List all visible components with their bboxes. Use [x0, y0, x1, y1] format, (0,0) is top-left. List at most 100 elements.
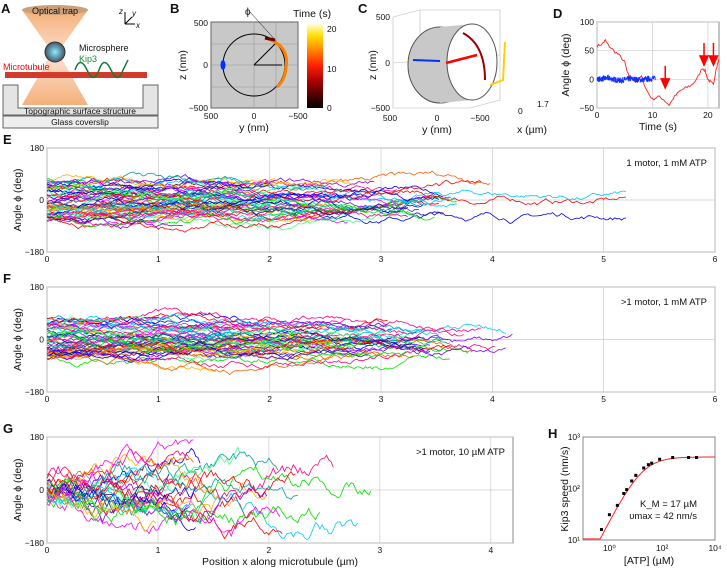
trace [46, 453, 194, 488]
series-red [596, 38, 720, 107]
x-tick-label: 3 [379, 394, 384, 404]
trace [46, 318, 346, 341]
vmax-annotation: υmax = 42 nm/s [629, 511, 697, 522]
trace [46, 484, 359, 540]
x-tick-label: 5 [601, 394, 606, 404]
trace [46, 478, 203, 525]
trap-label: Optical trap [32, 6, 78, 16]
trace [46, 322, 344, 354]
trace [46, 336, 453, 359]
trace [46, 202, 250, 222]
x-tick-label: 4 [488, 545, 493, 555]
trace [46, 439, 194, 507]
data-point [630, 479, 634, 483]
data-point [695, 455, 699, 459]
data-point [687, 455, 691, 459]
trace [46, 184, 435, 221]
y-tick-label: −180 [25, 538, 44, 548]
panel-a-schematic: A Optical trap Microsphere Kip3 Microtub… [1, 1, 159, 129]
trace [46, 490, 156, 532]
phi-label: ϕ [245, 7, 251, 18]
data-point [650, 461, 654, 465]
trace [46, 315, 408, 339]
cbar-tick: 0 [327, 103, 332, 113]
trace [46, 484, 219, 518]
ztick: −500 [371, 103, 390, 113]
surface-label: Topographic surface structure [24, 106, 136, 116]
x-tick-label: 2 [267, 394, 272, 404]
blue-trace-b [220, 60, 226, 70]
x-tick-label: 10⁴ [708, 543, 721, 553]
y-tick-label: −180 [25, 247, 44, 257]
data-point [615, 503, 619, 507]
condition-annotation: >1 motor, 1 mM ATP [621, 297, 707, 308]
fit-curve [583, 456, 715, 540]
trace [46, 193, 457, 212]
ztick: 0 [385, 58, 390, 68]
ytick: 0 [435, 113, 440, 123]
trace [46, 479, 283, 540]
panel-label-d: D [553, 6, 562, 21]
glass-coverslip [2, 115, 159, 129]
xlabel-c-y: y (nm) [422, 124, 452, 136]
x-tick-label: 3 [377, 545, 382, 555]
panel-label-f: F [3, 271, 11, 286]
cbar-tick: 20 [327, 24, 337, 34]
y-tick-label: 50 [585, 46, 595, 56]
trace [46, 322, 270, 335]
x-tick-label: 6 [713, 394, 718, 404]
trace [46, 206, 350, 228]
trace [47, 171, 250, 185]
y-tick-label: 0 [39, 335, 44, 345]
xtick: 0 [518, 106, 523, 116]
trace [46, 467, 296, 500]
ylabel-b: z (nm) [177, 50, 189, 80]
trace [46, 491, 148, 516]
trace [46, 203, 344, 214]
x-tick-label: 1 [156, 394, 161, 404]
trace [46, 326, 315, 349]
trace [46, 179, 482, 205]
x-tick-label: 2 [267, 545, 272, 555]
trace [46, 460, 298, 505]
trace [46, 339, 348, 359]
trace [46, 217, 183, 230]
y-tick-label: −50 [580, 103, 595, 113]
trace [46, 200, 627, 225]
trace [46, 189, 627, 214]
data-point [658, 457, 662, 461]
trace [46, 342, 355, 362]
kip3-path [74, 59, 129, 79]
data-point [622, 491, 626, 495]
axis-x: x [135, 21, 141, 30]
y-axis-label: Angle ϕ (deg) [12, 458, 24, 521]
xlabel-b: y (nm) [239, 122, 269, 134]
y-axis-label: Kip3 speed (nm/s) [559, 446, 571, 531]
chart-H: H 10⁰ 10² 10⁴ 10³ 10² 10¹ [ATP] (µM) Kip3 speed … [548, 426, 722, 567]
x-tick-label: 10⁰ [603, 543, 616, 553]
xtick: −500 [288, 111, 307, 121]
ytick: 500 [383, 113, 397, 123]
trace [46, 211, 219, 221]
panel-c: C 500 0 −500 500 0 −500 0 1.7 y (nm) x (… [358, 1, 549, 136]
microsphere [44, 41, 66, 63]
arrow-marker [698, 43, 710, 67]
trace [46, 202, 344, 219]
trace [46, 184, 344, 202]
x-tick-label: 2 [267, 254, 272, 264]
x-tick-label: 4 [490, 254, 495, 264]
ztick: 500 [376, 12, 390, 22]
ytick: −500 [189, 103, 208, 113]
y-tick-label: 0 [39, 195, 44, 205]
y-axis-label: Angle ϕ (deg) [12, 308, 24, 371]
plot-frame [582, 436, 716, 541]
data-point [671, 455, 675, 459]
x-tick-label: 20 [703, 110, 713, 120]
trace [46, 201, 250, 224]
ytick: 500 [194, 18, 208, 28]
y-tick-label: 10³ [568, 432, 580, 442]
x-tick-label: 10 [648, 110, 658, 120]
xtick: 1.7 [537, 99, 549, 109]
